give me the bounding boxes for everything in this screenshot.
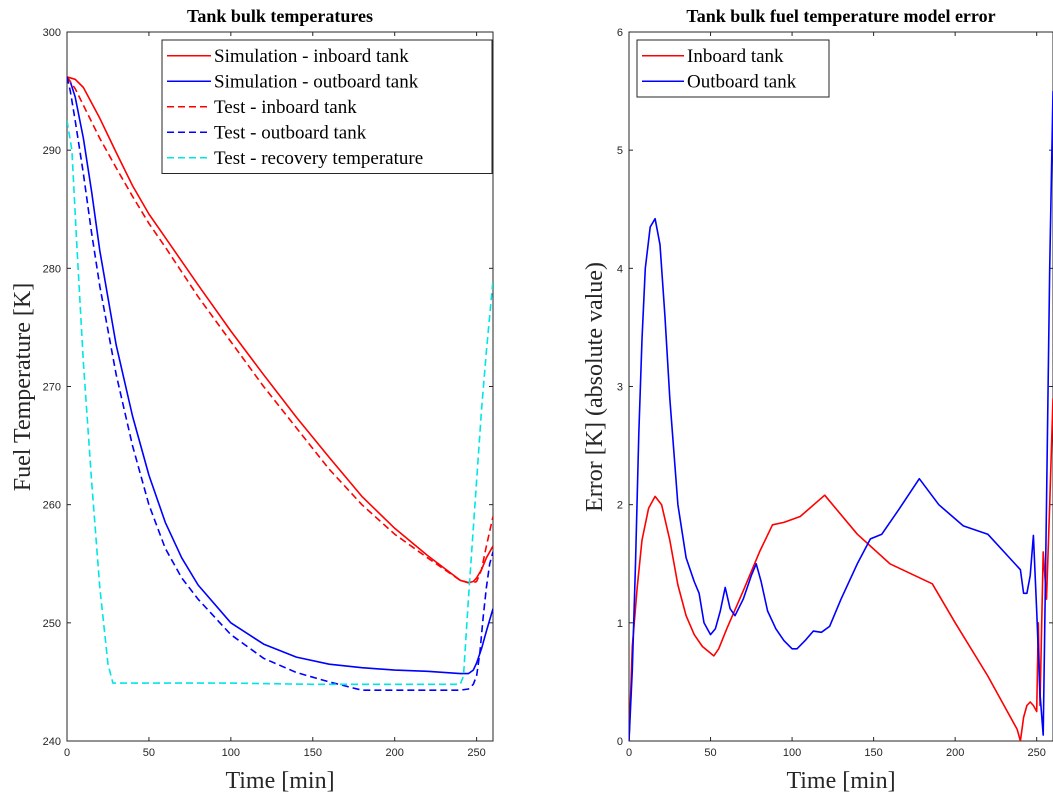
- x-ticks: 0 50 100 150 200 250: [64, 32, 486, 759]
- y-tick-label: 270: [43, 382, 61, 394]
- series-line-1: [67, 76, 493, 584]
- x-tick-label: 150: [864, 747, 882, 759]
- y-tick-label: 6: [617, 27, 623, 39]
- legend-box: [161, 39, 493, 174]
- series-group: [67, 76, 493, 692]
- x-ticks: 0 50 100 150 200 250: [626, 32, 1046, 759]
- x-tick-label: 0: [64, 747, 70, 759]
- plot-area: [628, 31, 1053, 742]
- y-tick-label: 5: [617, 145, 623, 157]
- legend-entry: Outboard tank: [687, 71, 797, 92]
- x-tick-label: 200: [386, 747, 404, 759]
- x-tick-label: 250: [467, 747, 485, 759]
- series-group: [629, 91, 1053, 741]
- x-tick-label: 200: [946, 747, 964, 759]
- y-tick-label: 1: [617, 618, 623, 630]
- chart-title: Tank bulk temperatures: [187, 6, 373, 26]
- x-tick-label: 0: [626, 747, 632, 759]
- legend-entry: Simulation - inboard tank: [214, 46, 409, 67]
- y-tick-label: 4: [617, 263, 623, 275]
- legend-entry: Inboard tank: [687, 46, 784, 67]
- y-tick-label: 280: [43, 263, 61, 275]
- y-ticks: 0 1 2 3 4 5 6: [617, 27, 1053, 748]
- y-tick-label: 250: [43, 618, 61, 630]
- series-line-2: [67, 76, 493, 675]
- y-axis-label: Fuel Temperature [K]: [10, 283, 36, 491]
- chart-title: Tank bulk fuel temperature model error: [686, 6, 995, 26]
- y-tick-label: 300: [43, 27, 61, 39]
- y-tick-label: 3: [617, 382, 623, 394]
- y-axis-label: Error [K] (absolute value): [582, 262, 608, 512]
- legend-entry: Test - outboard tank: [214, 122, 367, 143]
- x-axis-label: Time [min]: [225, 768, 334, 794]
- legend-box: [636, 39, 830, 98]
- chart-tank-bulk-temperatures: Tank bulk temperatures Time [min] Fuel T…: [10, 6, 494, 794]
- series-line-3: [67, 76, 493, 584]
- legend: Simulation - inboard tank Simulation - ou…: [161, 39, 493, 174]
- y-tick-label: 240: [43, 736, 61, 748]
- x-tick-label: 50: [143, 747, 155, 759]
- series-line-2: [629, 91, 1053, 741]
- x-tick-label: 250: [1028, 747, 1046, 759]
- y-tick-label: 0: [617, 736, 623, 748]
- series-line-5: [67, 120, 493, 686]
- x-axis-label: Time [min]: [786, 768, 895, 794]
- chart-model-error: Tank bulk fuel temperature model error T…: [582, 6, 1053, 794]
- y-tick-label: 290: [43, 145, 61, 157]
- legend-entry: Test - recovery temperature: [214, 148, 423, 169]
- y-ticks: 240 250 260 270 280 290 300: [43, 27, 493, 748]
- y-tick-label: 260: [43, 500, 61, 512]
- x-tick-label: 50: [704, 747, 716, 759]
- x-tick-label: 100: [783, 747, 801, 759]
- y-tick-label: 2: [617, 500, 623, 512]
- x-tick-label: 150: [304, 747, 322, 759]
- legend: Inboard tank Outboard tank: [636, 39, 830, 98]
- series-line-1: [629, 398, 1053, 741]
- legend-entry: Test - inboard tank: [214, 97, 357, 118]
- series-line-4: [67, 76, 493, 692]
- x-tick-label: 100: [222, 747, 240, 759]
- legend-entry: Simulation - outboard tank: [214, 71, 419, 92]
